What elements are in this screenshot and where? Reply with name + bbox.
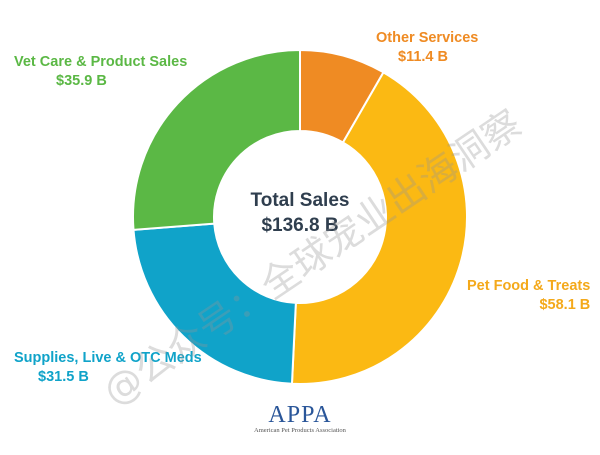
appa-logo-subtitle: American Pet Products Association xyxy=(254,427,346,434)
appa-logo: APPA American Pet Products Association xyxy=(226,403,374,435)
slice-supplies xyxy=(132,222,297,385)
label-vet-care-value: $35.9 B xyxy=(56,73,107,89)
label-supplies-name: Supplies, Live & OTC Meds xyxy=(14,350,202,366)
label-vet-care: Vet Care & Product Sales $35.9 B xyxy=(14,53,187,91)
slice-pet-food xyxy=(290,70,468,385)
label-other-services-name: Other Services xyxy=(376,30,479,46)
label-pet-food: Pet Food & Treats $58.1 B xyxy=(467,277,590,315)
label-pet-food-value: $58.1 B xyxy=(539,297,591,313)
label-supplies-value: $31.5 B xyxy=(38,369,89,385)
appa-logo-text: APPA xyxy=(268,402,332,428)
center-title: Total Sales xyxy=(250,190,350,211)
center-total-value: $136.8 B xyxy=(261,215,339,236)
label-pet-food-name: Pet Food & Treats xyxy=(467,278,591,294)
label-other-services-value: $11.4 B xyxy=(398,49,448,65)
label-vet-care-name: Vet Care & Product Sales xyxy=(14,54,188,70)
slice-vet-care xyxy=(132,48,301,231)
label-supplies: Supplies, Live & OTC Meds $31.5 B xyxy=(14,349,202,387)
label-other-services: Other Services $11.4 B xyxy=(376,29,478,67)
